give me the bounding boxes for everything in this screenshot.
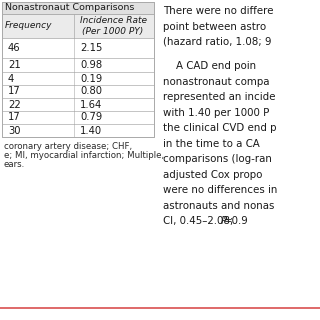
Bar xyxy=(2,72,154,85)
Text: 21: 21 xyxy=(8,60,21,70)
Text: 0.19: 0.19 xyxy=(80,74,102,84)
Text: with 1.40 per 1000 P: with 1.40 per 1000 P xyxy=(163,108,269,117)
Text: point between astro: point between astro xyxy=(163,21,266,31)
Text: 30: 30 xyxy=(8,125,20,135)
Text: =0.9: =0.9 xyxy=(224,216,249,226)
Text: e; MI, myocardial infarction; Multiple,: e; MI, myocardial infarction; Multiple, xyxy=(4,151,164,160)
Bar xyxy=(2,58,154,72)
Text: represented an incide: represented an incide xyxy=(163,92,276,102)
Text: 0.98: 0.98 xyxy=(80,60,102,70)
Text: P: P xyxy=(221,216,227,226)
Text: astronauts and nonas: astronauts and nonas xyxy=(163,201,274,211)
Bar xyxy=(2,2,154,14)
Text: nonastronaut compa: nonastronaut compa xyxy=(163,76,269,86)
Text: the clinical CVD end p: the clinical CVD end p xyxy=(163,123,276,133)
Bar xyxy=(2,98,154,111)
Bar xyxy=(2,14,154,38)
Text: A CAD end poin: A CAD end poin xyxy=(163,61,256,71)
Bar xyxy=(2,111,154,124)
Text: Nonastronaut Comparisons: Nonastronaut Comparisons xyxy=(5,4,134,12)
Text: Frequency: Frequency xyxy=(5,21,52,30)
Text: There were no differe: There were no differe xyxy=(163,6,274,16)
Text: 17: 17 xyxy=(8,113,21,123)
Bar xyxy=(2,2,154,137)
Text: in the time to a CA: in the time to a CA xyxy=(163,139,260,148)
Text: CI, 0.45–2.08;: CI, 0.45–2.08; xyxy=(163,216,236,226)
Text: 0.79: 0.79 xyxy=(80,113,102,123)
Text: 46: 46 xyxy=(8,43,20,53)
Text: ears.: ears. xyxy=(4,160,25,169)
Text: adjusted Cox propo: adjusted Cox propo xyxy=(163,170,262,180)
Text: 22: 22 xyxy=(8,100,21,109)
Text: were no differences in: were no differences in xyxy=(163,185,277,195)
Text: 0.80: 0.80 xyxy=(80,86,102,97)
Text: coronary artery disease; CHF,: coronary artery disease; CHF, xyxy=(4,142,132,151)
Text: 4: 4 xyxy=(8,74,14,84)
Text: 1.64: 1.64 xyxy=(80,100,102,109)
Text: comparisons (log-ran: comparisons (log-ran xyxy=(163,154,272,164)
Bar xyxy=(2,85,154,98)
Bar xyxy=(2,124,154,137)
Bar xyxy=(2,38,154,58)
Text: 17: 17 xyxy=(8,86,21,97)
Text: 2.15: 2.15 xyxy=(80,43,102,53)
Text: 1.40: 1.40 xyxy=(80,125,102,135)
Text: Incidence Rate
(Per 1000 PY): Incidence Rate (Per 1000 PY) xyxy=(79,16,147,36)
Text: (hazard ratio, 1.08; 9: (hazard ratio, 1.08; 9 xyxy=(163,37,271,47)
